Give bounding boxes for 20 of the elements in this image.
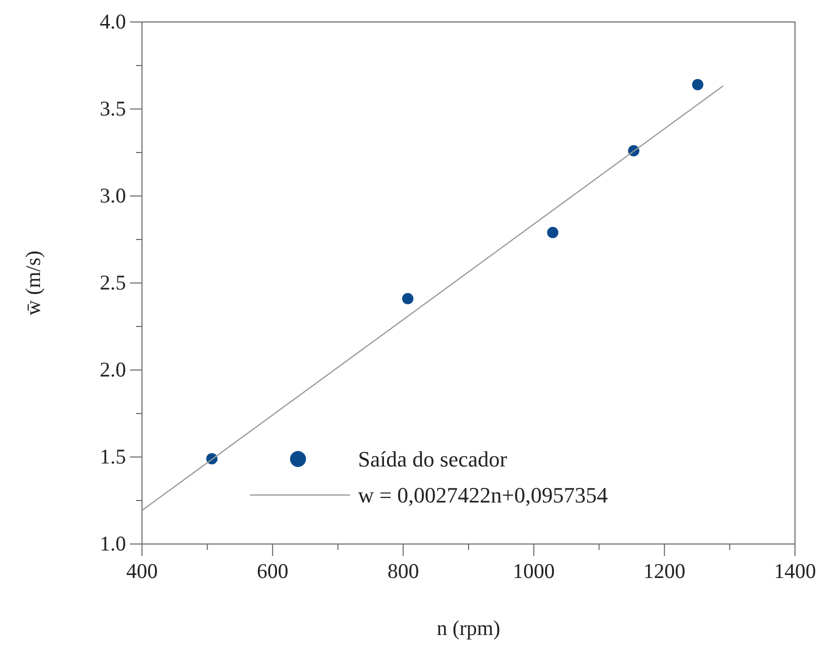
x-tick-label: 1200 [643, 559, 686, 584]
legend-label: Saída do secador [358, 446, 508, 472]
point [547, 226, 558, 238]
y-tick-label: 1.0 [100, 532, 126, 556]
y-tick-label: 1.5 [100, 444, 126, 469]
x-tick-label: 400 [126, 559, 158, 584]
point [402, 293, 414, 304]
x-axis-title: n (rpm) [436, 616, 500, 640]
y-tick-label: 3.0 [100, 184, 126, 208]
y-tick-label: 4.0 [100, 10, 126, 34]
x-tick-label: 1000 [512, 559, 555, 584]
point [692, 79, 704, 90]
x-tick-label: 800 [387, 559, 419, 584]
y-tick-label: 2.5 [100, 270, 126, 295]
y-axis-title: w̄ (m/s) [21, 250, 45, 316]
y-tick-label: 3.5 [100, 96, 126, 121]
x-tick-label: 600 [256, 559, 288, 584]
y-tick-label: 2.0 [100, 358, 126, 382]
legend-label: w = 0,0027422n+0,0957354 [358, 482, 608, 508]
x-tick-label: 1400 [774, 559, 816, 584]
